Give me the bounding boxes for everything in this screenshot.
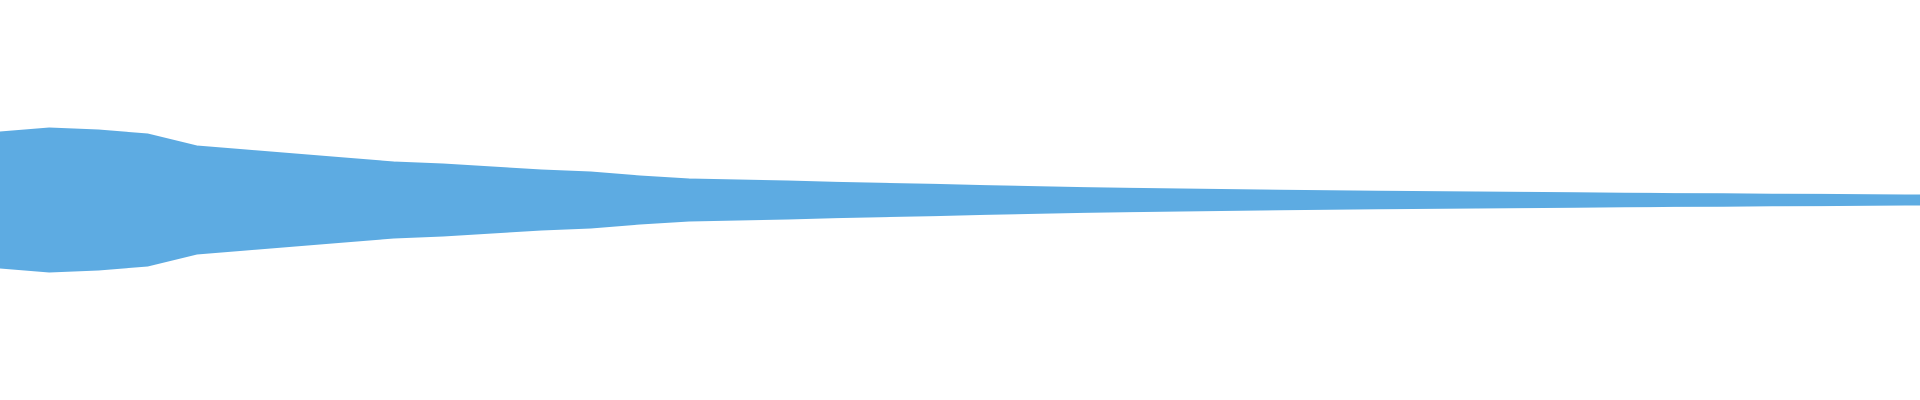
waveform (0, 127, 1920, 273)
